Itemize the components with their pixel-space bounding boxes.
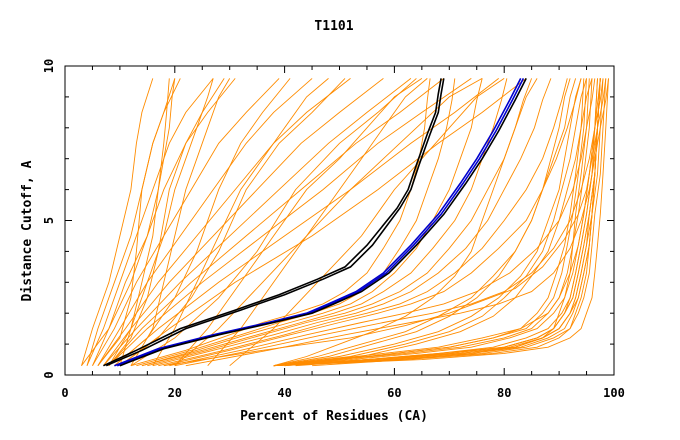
series-line-23 (81, 78, 170, 366)
series-line-58 (273, 78, 577, 367)
x-tick-label: 0 (61, 386, 68, 400)
y-tick-label: 10 (42, 59, 56, 73)
axis-ticks: 0 20 40 60 80 100 0 5 10 (42, 59, 625, 400)
series-line-55 (273, 78, 587, 367)
series-line-18 (97, 78, 176, 366)
chart-title: T1101 (314, 19, 353, 34)
series-line-52 (284, 78, 598, 367)
series-line-44 (273, 78, 609, 367)
series-line-57 (273, 78, 582, 367)
series-line-39 (284, 78, 587, 367)
series-line-12 (103, 78, 384, 366)
series-line-56 (273, 78, 593, 367)
curve-series-group (81, 78, 609, 367)
series-line-5 (81, 78, 154, 366)
series-line-26 (141, 78, 483, 367)
series-line-33 (174, 78, 604, 367)
x-tick-label: 40 (277, 386, 291, 400)
x-tick-label: 20 (168, 386, 182, 400)
series-line-40 (273, 78, 585, 367)
series-line-53 (273, 78, 538, 367)
series-line-31 (163, 78, 582, 367)
series-line-24 (130, 78, 431, 367)
series-line-54 (273, 78, 571, 367)
series-line-37 (273, 78, 598, 367)
series-line-66 (229, 78, 505, 367)
series-line-7 (86, 78, 214, 366)
series-line-25 (136, 78, 456, 367)
series-line-60 (119, 78, 176, 366)
series-line-35 (163, 78, 607, 367)
series-line-51 (295, 78, 601, 367)
series-line-63 (174, 78, 423, 366)
y-axis-label: Distance Cutoff, A (20, 160, 35, 301)
x-tick-label: 80 (497, 386, 511, 400)
series-line-19 (108, 78, 225, 366)
series-line-29 (152, 78, 552, 367)
series-line-20 (114, 78, 291, 367)
series-line-61 (108, 78, 214, 366)
series-line-15 (108, 78, 472, 367)
series-line-48 (273, 78, 593, 367)
series-line-43 (273, 78, 607, 367)
x-axis-label: Percent of Residues (CA) (240, 409, 428, 424)
x-tick-label: 100 (603, 386, 625, 400)
series-line-64 (207, 78, 428, 366)
series-line-11 (97, 78, 351, 366)
series-line-62 (152, 78, 329, 366)
series-line-16 (114, 78, 499, 367)
series-line-30 (158, 78, 568, 367)
series-line-34 (185, 78, 609, 367)
series-line-32 (169, 78, 596, 367)
series-line-59 (130, 78, 231, 366)
series-line-14 (108, 78, 445, 366)
series-line-1 (103, 78, 442, 367)
series-line-4 (119, 78, 527, 367)
series-line-17 (119, 78, 527, 367)
series-line-9 (92, 78, 280, 366)
series-line-0 (105, 78, 445, 367)
y-tick-label: 0 (42, 371, 56, 378)
series-line-21 (119, 78, 346, 367)
y-tick-label: 5 (42, 217, 56, 224)
series-line-13 (103, 78, 412, 366)
x-tick-label: 60 (387, 386, 401, 400)
